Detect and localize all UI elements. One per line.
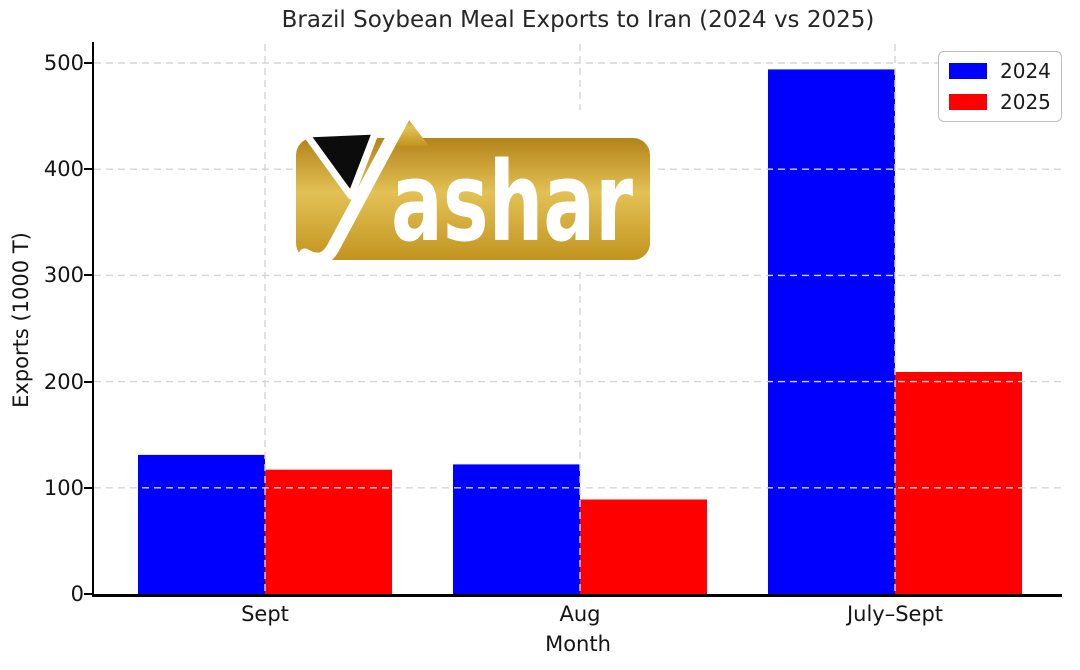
y-tick-label-100: 100 bbox=[43, 475, 84, 500]
legend-item-2025: 2025 bbox=[949, 90, 1051, 114]
y-tick-mark bbox=[84, 593, 92, 595]
bar-2025-July–Sept bbox=[895, 372, 1022, 594]
legend-item-2024: 2024 bbox=[949, 59, 1051, 83]
y-tick-label-300: 300 bbox=[43, 263, 84, 288]
y-tick-label-500: 500 bbox=[43, 51, 84, 75]
x-tick-label-Aug: Aug bbox=[559, 602, 601, 626]
yashar-watermark-logo: ashar bbox=[293, 110, 653, 268]
legend-swatch-2024 bbox=[949, 63, 987, 79]
x-tick-label-Sept: Sept bbox=[241, 602, 289, 626]
logo-y-slash bbox=[298, 110, 412, 266]
y-tick-mark bbox=[84, 274, 92, 277]
y-tick-mark bbox=[84, 168, 92, 171]
logo-gold-box bbox=[296, 138, 650, 260]
logo-wordmark-text: ashar bbox=[391, 138, 633, 266]
y-tick-mark bbox=[84, 380, 92, 383]
bar-2025-Aug bbox=[580, 499, 707, 594]
legend-label: 2024 bbox=[1000, 59, 1051, 83]
legend-swatch-2025 bbox=[949, 94, 987, 110]
y-tick-mark bbox=[84, 62, 92, 64]
y-tick-label-400: 400 bbox=[43, 157, 84, 182]
legend-label: 2025 bbox=[1000, 90, 1051, 114]
legend: 2024 2025 bbox=[938, 51, 1062, 122]
chart-title: Brazil Soybean Meal Exports to Iran (202… bbox=[281, 7, 875, 33]
y-tick-label-0: 0 bbox=[70, 582, 84, 606]
bar-2024-Sept bbox=[138, 454, 265, 594]
x-tick-label-July–Sept: July–Sept bbox=[846, 602, 944, 626]
bar-2025-Sept bbox=[265, 469, 392, 594]
bar-2024-July–Sept bbox=[768, 69, 895, 594]
y-tick-label-200: 200 bbox=[43, 369, 84, 394]
y-tick-mark bbox=[84, 486, 92, 489]
x-axis-label: Month bbox=[545, 632, 611, 656]
plot-area bbox=[92, 42, 1062, 597]
bar-2024-Aug bbox=[453, 464, 580, 594]
logo-y-triangle bbox=[302, 127, 380, 200]
plot-canvas bbox=[94, 44, 1062, 594]
